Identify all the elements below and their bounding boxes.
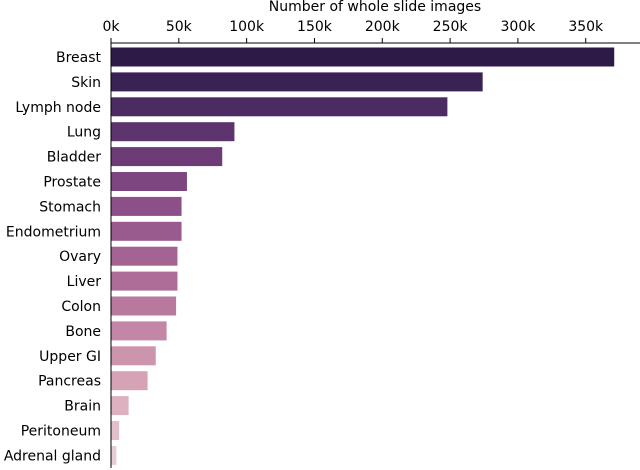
category-label: Pancreas <box>38 374 101 390</box>
x-tick-label: 0k <box>102 19 120 35</box>
bar-prostate <box>111 172 187 191</box>
x-axis-title: Number of whole slide images <box>269 0 481 15</box>
category-label: Upper GI <box>39 349 101 365</box>
bar-stomach <box>111 196 182 216</box>
bars <box>111 47 615 465</box>
category-label: Bone <box>65 324 101 340</box>
bar-peritoneum <box>111 421 120 440</box>
bar-skin <box>111 72 483 92</box>
x-tick-label: 250k <box>433 19 469 35</box>
x-tick-label: 350k <box>568 19 604 35</box>
bar-ovary <box>111 246 178 266</box>
category-labels: Breast Skin Lymph node Lung Bladder Prostate S… <box>4 50 102 464</box>
bar-lung <box>111 122 235 142</box>
bar-pancreas <box>111 371 148 391</box>
category-label: Bladder <box>47 150 101 166</box>
category-label: Peritoneum <box>21 424 101 440</box>
x-axis-ticks: 0k 50k 100k 150k 200k 250k 300k 350k <box>102 19 604 43</box>
category-label: Prostate <box>43 175 101 191</box>
category-label: Lung <box>67 125 101 141</box>
bar-colon <box>111 296 177 316</box>
bar-brain <box>111 396 129 416</box>
bar-liver <box>111 271 178 291</box>
x-tick-label: 300k <box>501 19 537 35</box>
bar-bone <box>111 321 167 341</box>
category-label: Liver <box>67 274 102 290</box>
category-label: Brain <box>64 399 101 415</box>
category-label: Stomach <box>39 199 101 215</box>
category-label: Adrenal gland <box>4 448 101 464</box>
x-tick-label: 150k <box>297 19 333 35</box>
bar-breast <box>111 47 615 67</box>
category-label: Colon <box>61 299 101 315</box>
category-label: Ovary <box>59 249 101 265</box>
bar-endometrium <box>111 221 182 241</box>
bar-lymph-node <box>111 97 448 117</box>
category-label: Skin <box>71 75 101 91</box>
bar-bladder <box>111 147 223 167</box>
category-label: Endometrium <box>6 224 101 240</box>
bar-adrenal-gland <box>111 445 117 465</box>
category-label: Breast <box>56 50 102 66</box>
x-tick-label: 50k <box>166 19 193 35</box>
bar-upper-gi <box>111 346 156 366</box>
x-tick-label: 100k <box>229 19 265 35</box>
category-label: Lymph node <box>15 100 101 116</box>
x-tick-label: 200k <box>365 19 401 35</box>
